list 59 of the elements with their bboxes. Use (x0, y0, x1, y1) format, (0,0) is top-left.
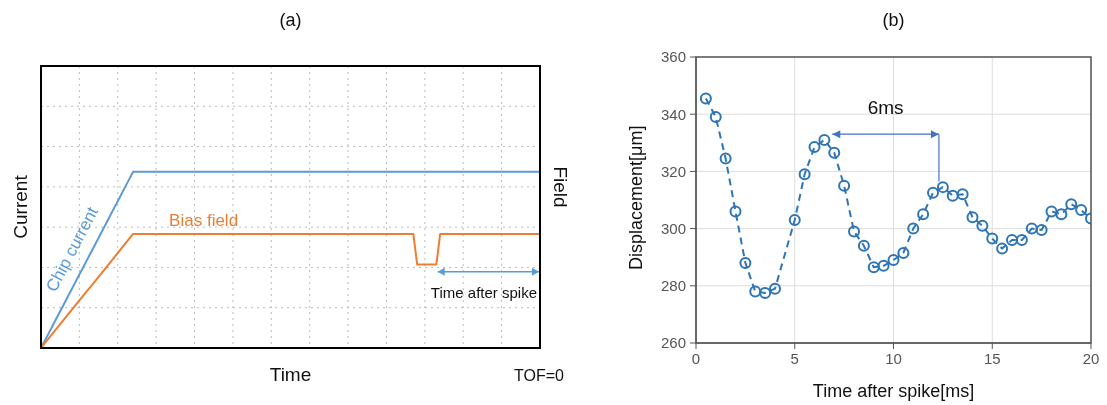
point (838, 179, 851, 192)
point (739, 256, 752, 269)
y-tick-label: 300 (660, 219, 686, 237)
point (1006, 234, 1018, 247)
y-tick-label: 340 (660, 105, 686, 123)
point (1065, 198, 1078, 211)
point (719, 152, 732, 165)
point (759, 286, 772, 299)
x-tick-label: 15 (983, 349, 1001, 367)
point (907, 222, 920, 235)
x-tick-label: 20 (1082, 349, 1100, 367)
point (1075, 204, 1088, 217)
chart-title: (b) (882, 10, 905, 30)
point (1055, 208, 1068, 221)
y-axis-title: Displacement[μm] (626, 125, 647, 270)
x-axis-title: Time after spike[ms] (812, 381, 975, 401)
point (808, 141, 821, 154)
point (936, 181, 949, 194)
y-axis-title: Current (10, 174, 31, 239)
x-axis-title: Time (269, 364, 312, 385)
point (867, 261, 880, 274)
point (828, 146, 841, 159)
point (946, 189, 959, 202)
point (877, 259, 890, 272)
point (798, 168, 811, 181)
x-tick-label: 10 (885, 349, 902, 367)
point (976, 219, 989, 232)
point (709, 111, 722, 124)
y-tick-label: 280 (660, 277, 686, 295)
point (857, 239, 870, 252)
series-label: Bias field (169, 210, 239, 230)
annotation: 6ms (867, 97, 904, 119)
point (956, 188, 969, 201)
text: TOF=0 (514, 367, 565, 384)
x-tick-label: 0 (691, 349, 701, 367)
point (917, 208, 930, 221)
point (749, 285, 762, 298)
point (887, 254, 900, 267)
y-tick-label: 360 (660, 48, 686, 66)
point (788, 214, 801, 227)
point (729, 205, 742, 218)
chart-title: (a) (279, 10, 302, 30)
x-tick-label: 5 (790, 349, 799, 367)
point (986, 232, 999, 245)
point (927, 186, 939, 199)
point (1025, 222, 1038, 235)
point (818, 133, 831, 146)
y-tick-label: 260 (660, 334, 686, 352)
point (1035, 224, 1048, 237)
point (848, 225, 860, 238)
point (1045, 205, 1058, 218)
point (769, 282, 781, 295)
annotation: Time after spike (430, 283, 537, 301)
y-tick-label: 320 (660, 162, 686, 180)
point (897, 246, 910, 259)
point (966, 211, 979, 224)
y2-axis-title: Field (550, 166, 571, 208)
point (699, 92, 712, 105)
point (996, 242, 1009, 255)
